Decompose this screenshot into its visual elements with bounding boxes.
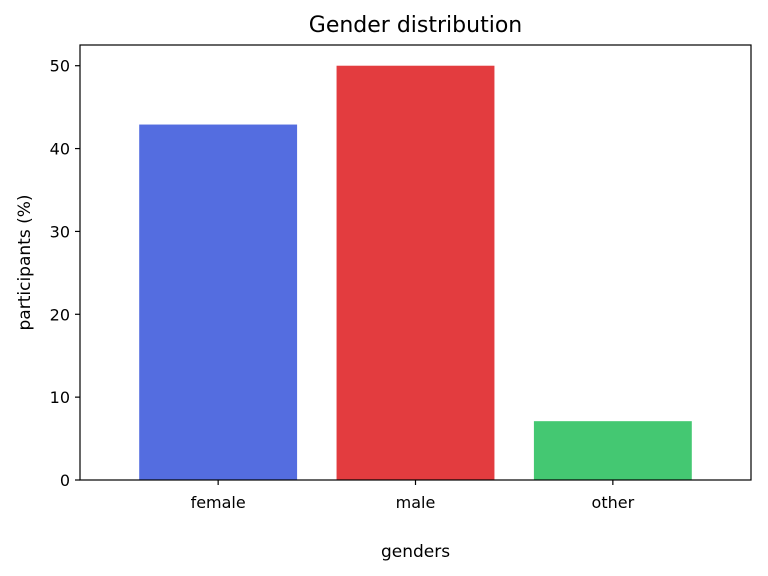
x-tick-label: female <box>191 493 246 512</box>
y-tick-label: 10 <box>50 388 70 407</box>
y-tick-label: 40 <box>50 140 70 159</box>
y-tick-label: 30 <box>50 222 70 241</box>
y-tick-label: 20 <box>50 305 70 324</box>
chart-title: Gender distribution <box>309 13 522 38</box>
bar-male <box>336 65 495 480</box>
bar-female <box>139 124 298 481</box>
x-tick-label: male <box>396 493 436 512</box>
y-axis-label: participants (%) <box>15 195 35 331</box>
plot-frame <box>79 44 752 481</box>
bar-other <box>533 421 692 480</box>
y-axis-ticks: 0 10 20 30 40 50 <box>50 57 80 490</box>
x-tick-label: other <box>592 493 635 512</box>
x-axis-ticks: female male other <box>191 480 635 512</box>
y-tick-label: 0 <box>60 471 70 490</box>
bars-group <box>139 65 692 481</box>
y-tick-label: 50 <box>50 57 70 76</box>
x-axis-label: genders <box>381 542 450 562</box>
